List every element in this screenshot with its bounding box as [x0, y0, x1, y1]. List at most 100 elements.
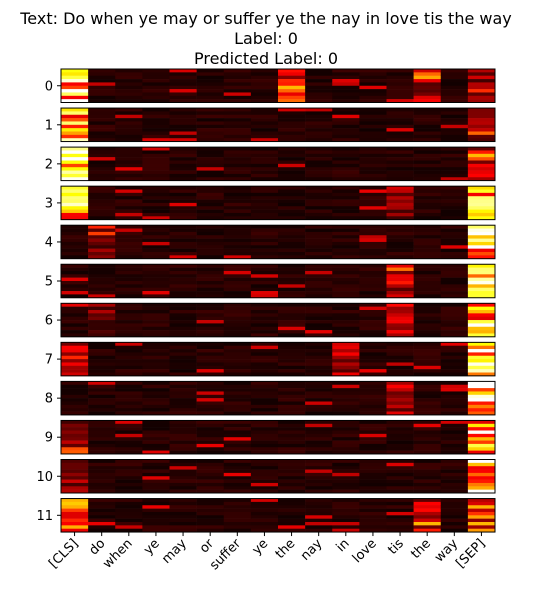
heatmap-cell	[359, 447, 387, 451]
heatmap-cell	[61, 228, 89, 233]
heatmap-cell	[142, 248, 170, 253]
heatmap-cell	[413, 323, 442, 328]
heatmap-cell	[88, 138, 116, 142]
heatmap-cell	[115, 462, 143, 467]
heatmap-cell	[61, 501, 89, 506]
heatmap-cell	[61, 192, 89, 197]
heatmap-cell	[196, 167, 225, 171]
heatmap-cell	[223, 482, 252, 487]
heatmap-cell	[440, 124, 469, 129]
heatmap-cell	[88, 486, 116, 490]
heatmap-cell	[223, 216, 252, 220]
heatmap-cell	[467, 316, 496, 321]
heatmap-cell	[278, 225, 306, 229]
heatmap-cell	[413, 320, 442, 324]
heatmap-cell	[278, 212, 306, 217]
heatmap-cell	[386, 411, 414, 416]
heatmap-cell	[196, 326, 225, 331]
heatmap-cell	[169, 498, 197, 503]
heatmap-cell	[115, 384, 143, 389]
heatmap-cell	[196, 306, 225, 311]
heatmap-cell	[332, 202, 360, 207]
heatmap-cell	[359, 111, 387, 116]
heatmap-cell	[142, 404, 170, 409]
heatmap-cell	[115, 157, 143, 161]
heatmap-cell	[413, 186, 442, 190]
heatmap-cell	[115, 274, 143, 278]
heatmap-cell	[115, 430, 143, 435]
heatmap-cell	[413, 128, 442, 132]
heatmap-cell	[61, 241, 89, 246]
heatmap-cell	[413, 245, 442, 249]
heatmap-cell	[61, 459, 89, 464]
heatmap-cell	[359, 310, 387, 314]
heatmap-cell	[223, 384, 252, 389]
heatmap-cell	[359, 89, 387, 93]
heatmap-cell	[413, 281, 442, 285]
heatmap-cell	[61, 352, 89, 357]
heatmap-cell	[440, 447, 469, 451]
heatmap-cell	[413, 111, 442, 116]
heatmap-cell	[169, 147, 197, 151]
heatmap-cell	[223, 310, 252, 314]
heatmap-cell	[61, 404, 89, 409]
heatmap-cell	[196, 408, 225, 412]
heatmap-cell	[115, 192, 143, 197]
heatmap-cell	[332, 369, 360, 373]
heatmap-cell	[61, 287, 89, 292]
heatmap-cell	[440, 134, 469, 139]
heatmap-cell	[223, 134, 252, 139]
heatmap-cell	[467, 525, 496, 529]
heatmap-cell	[386, 163, 414, 168]
heatmap-cell	[88, 157, 116, 161]
heatmap-cell	[440, 352, 469, 357]
heatmap-cell	[196, 147, 225, 151]
heatmap-cell	[413, 209, 442, 214]
heatmap-cell	[359, 443, 387, 448]
heatmap-cell	[169, 310, 197, 314]
heatmap-cell	[250, 202, 279, 207]
heatmap-cell	[250, 170, 279, 175]
heatmap-cell	[115, 170, 143, 175]
heatmap-cell	[142, 352, 170, 357]
heatmap-cell	[278, 316, 306, 321]
heatmap-cell	[88, 433, 116, 438]
heatmap-cell	[386, 423, 414, 428]
heatmap-cell	[250, 163, 279, 168]
heatmap-cell	[169, 134, 197, 139]
heatmap-cell	[223, 459, 252, 464]
heatmap-cell	[359, 270, 387, 275]
heatmap-cell	[440, 209, 469, 214]
heatmap-cell	[278, 274, 306, 278]
heatmap-cell	[386, 476, 414, 480]
heatmap-cell	[332, 482, 360, 487]
heatmap-cell	[61, 323, 89, 328]
heatmap-cell	[250, 306, 279, 311]
heatmap-cell	[142, 482, 170, 487]
heatmap-cell	[196, 196, 225, 200]
heatmap-cell	[169, 95, 197, 100]
heatmap-cell	[278, 114, 306, 119]
heatmap-cell	[169, 69, 197, 73]
heatmap-cell	[413, 384, 442, 389]
heatmap-cell	[359, 150, 387, 155]
heatmap-cell	[88, 281, 116, 285]
heatmap-cell	[440, 433, 469, 438]
heatmap-cell	[440, 365, 469, 370]
heatmap-cell	[386, 231, 414, 236]
heatmap-cell	[223, 411, 252, 416]
heatmap-cell	[467, 287, 496, 292]
heatmap-cell	[332, 225, 360, 229]
heatmap-cell	[386, 108, 414, 112]
heatmap-cell	[196, 515, 225, 519]
heatmap-cell	[440, 522, 469, 526]
heatmap-cell	[250, 85, 279, 90]
heatmap-cell	[250, 466, 279, 470]
heatmap-cell	[196, 486, 225, 490]
heatmap-cell	[359, 281, 387, 285]
heatmap-cell	[305, 362, 333, 367]
heatmap-cell	[305, 333, 333, 338]
heatmap-cell	[440, 420, 469, 425]
heatmap-cell	[278, 394, 306, 399]
